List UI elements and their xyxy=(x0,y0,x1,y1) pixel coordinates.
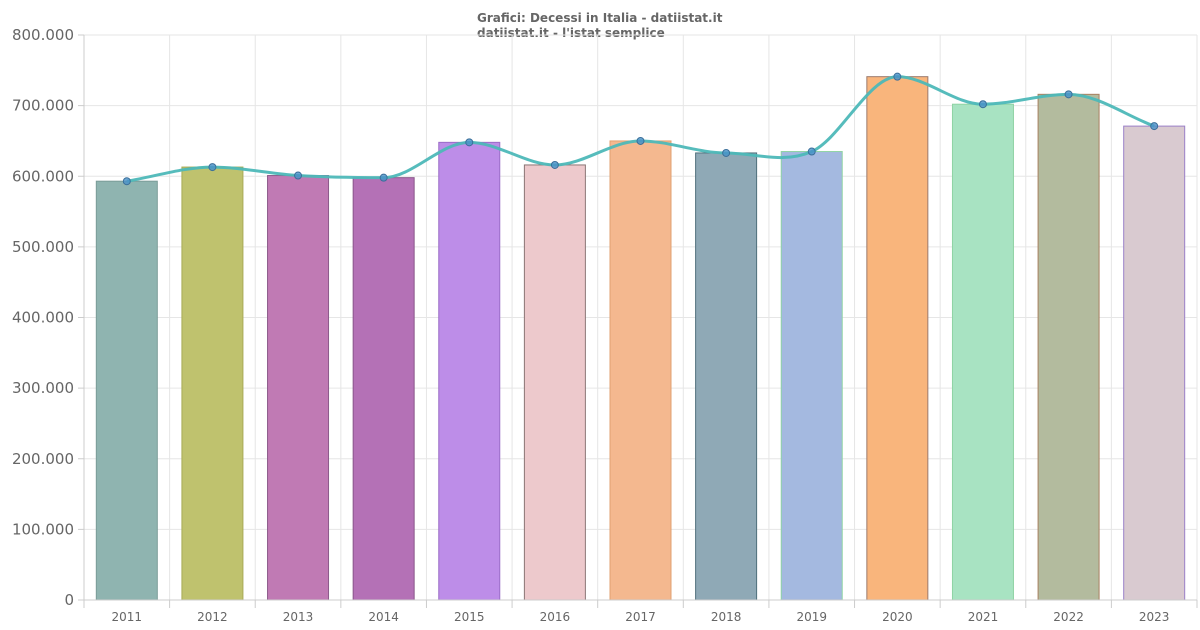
axis-layer: 0 100.000 200.000 300.000 400.000 500.000 600.… xyxy=(12,26,1198,624)
x-tick-label: 2019 xyxy=(796,610,827,624)
bar-2016 xyxy=(523,164,586,601)
y-tick-label: 800.000 xyxy=(12,26,74,44)
bar-2019 xyxy=(780,151,843,601)
x-tick-label: 2023 xyxy=(1139,610,1170,624)
y-tick-label: 100.000 xyxy=(12,520,74,538)
x-tick-label: 2015 xyxy=(454,610,485,624)
x-tick-label: 2017 xyxy=(625,610,656,624)
x-tick-label: 2021 xyxy=(968,610,999,624)
bar-2014 xyxy=(352,177,415,601)
x-tick-label: 2011 xyxy=(112,610,143,624)
trend-point-2016 xyxy=(550,160,559,169)
y-tick-label: 700.000 xyxy=(12,97,74,115)
trend-point-2013 xyxy=(294,171,303,180)
trend-point-2018 xyxy=(722,148,731,157)
trend-point-2011 xyxy=(122,177,131,186)
trend-point-2017 xyxy=(636,136,645,145)
y-tick-label: 500.000 xyxy=(12,238,74,256)
y-tick-label: 400.000 xyxy=(12,309,74,327)
trend-point-2020 xyxy=(893,72,902,81)
bar-2020 xyxy=(866,76,929,601)
y-tick-label: 200.000 xyxy=(12,450,74,468)
trend-point-2019 xyxy=(807,147,816,156)
x-tick-label: 2012 xyxy=(197,610,228,624)
bar-2015 xyxy=(438,141,501,601)
y-tick-label: 0 xyxy=(64,591,74,609)
bar-2013 xyxy=(267,175,330,601)
x-tick-label: 2013 xyxy=(283,610,314,624)
trend-point-2014 xyxy=(379,173,388,182)
x-tick-label: 2014 xyxy=(368,610,399,624)
trend-point-2021 xyxy=(978,100,987,109)
bar-2018 xyxy=(695,152,758,601)
trend-point-2023 xyxy=(1150,122,1159,131)
trend-line-layer xyxy=(122,72,1159,186)
bar-2021 xyxy=(951,103,1014,601)
bar-2023 xyxy=(1123,125,1186,601)
x-tick-label: 2022 xyxy=(1053,610,1084,624)
bar-2017 xyxy=(609,140,672,601)
bar-2022 xyxy=(1037,93,1100,601)
trend-point-2015 xyxy=(465,138,474,147)
trend-point-2012 xyxy=(208,163,217,172)
bars-layer xyxy=(95,76,1186,601)
x-tick-label: 2018 xyxy=(711,610,742,624)
x-tick-label: 2020 xyxy=(882,610,913,624)
y-tick-label: 300.000 xyxy=(12,379,74,397)
bar-2011 xyxy=(95,180,158,601)
chart-subtitle: datiistat.it - l'istat semplice xyxy=(477,26,665,40)
bar-2012 xyxy=(181,166,244,601)
chart-title: Grafici: Decessi in Italia - datiistat.i… xyxy=(477,11,723,25)
y-tick-label: 600.000 xyxy=(12,167,74,185)
x-tick-label: 2016 xyxy=(540,610,571,624)
trend-point-2022 xyxy=(1064,90,1073,99)
